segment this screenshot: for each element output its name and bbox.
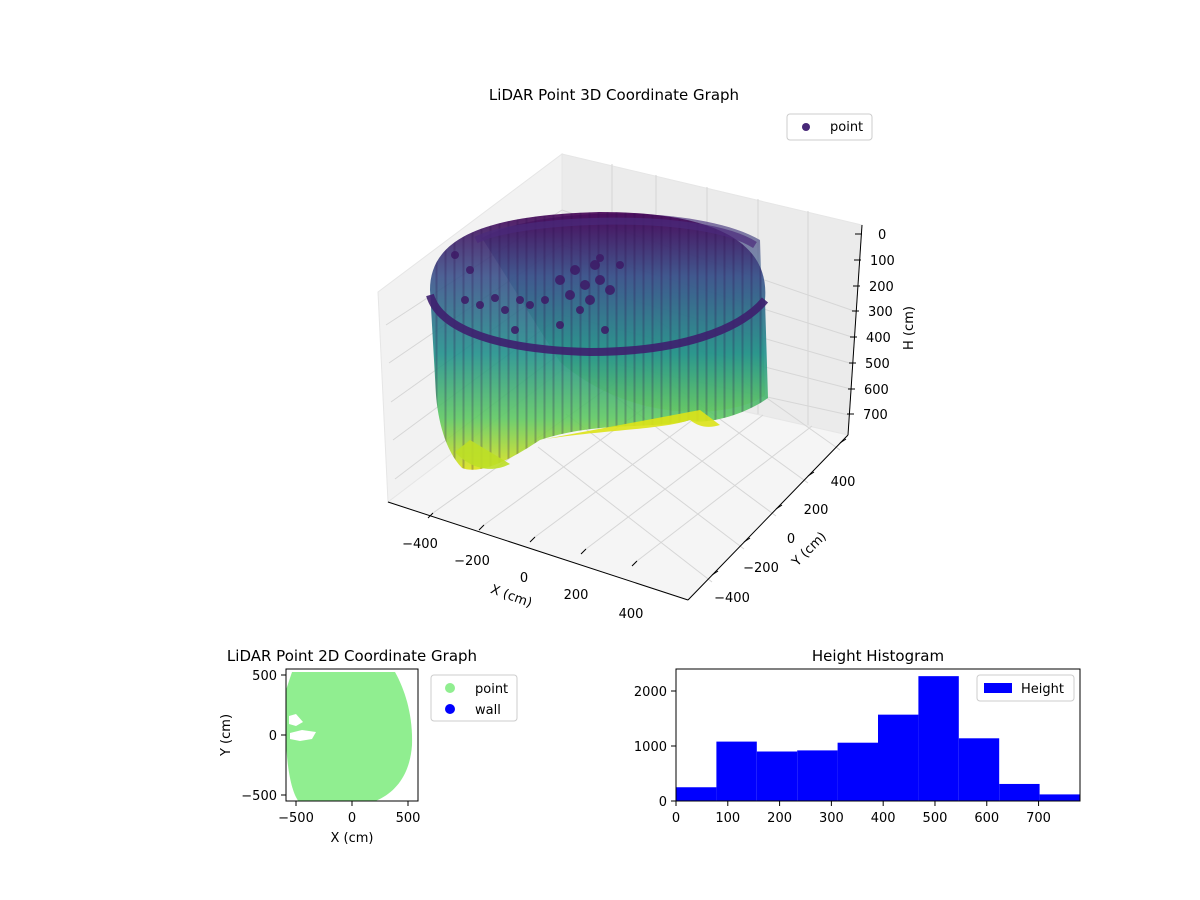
x-tick-label: 400 <box>871 811 896 826</box>
x-tick-labels: −400 −200 0 200 400 <box>402 537 643 622</box>
gap-1 <box>289 714 303 726</box>
legend-hist-label: Height <box>1021 682 1064 697</box>
y-tick-label: 0 <box>659 795 667 810</box>
histogram-bar <box>918 676 959 801</box>
y-tick-label: 2000 <box>634 685 667 700</box>
z-tick-label: 500 <box>865 357 890 372</box>
x-tick-label: 600 <box>974 811 999 826</box>
legend-2d-label: point <box>475 682 508 697</box>
chart-histogram: Height Histogram 0 100 200 300 400 500 600 700 … <box>634 647 1081 826</box>
z-tick-label: 100 <box>870 254 895 269</box>
bottom-yellow <box>540 410 720 440</box>
y-tick-labels: −400 −200 0 200 400 <box>714 475 855 606</box>
x-tick-label: −400 <box>402 537 438 552</box>
legend-2d-label: wall <box>475 703 501 718</box>
top-rim-back <box>474 217 757 248</box>
y-tick-label: −500 <box>241 789 277 804</box>
x-tick-label: −200 <box>454 554 490 569</box>
legend-2d: point wall <box>430 674 518 722</box>
ticks-2d <box>281 674 409 806</box>
histogram-y-ticks: 0 1000 2000 <box>634 685 676 810</box>
x-tick-label: 0 <box>672 811 680 826</box>
z-tick-label: 600 <box>864 383 889 398</box>
legend-3d-marker <box>802 123 810 131</box>
y-tick-label: 400 <box>831 475 856 490</box>
x-ticks <box>427 512 638 567</box>
legend-2d-marker-wall <box>445 704 455 714</box>
histogram-bar <box>797 750 838 801</box>
histogram-bar <box>1039 794 1080 801</box>
histogram-bar <box>878 714 919 801</box>
y-tick-label: 0 <box>787 532 795 547</box>
histogram-bar <box>958 738 1000 801</box>
bottom-yellow-left <box>455 440 510 469</box>
plot-frame-hist <box>675 668 1081 802</box>
histogram-bar <box>716 741 757 801</box>
histogram-bar <box>676 787 717 801</box>
legend-hist-box <box>976 674 1075 702</box>
legend-hist-swatch <box>984 683 1012 693</box>
x-tick-label: 0 <box>520 571 528 586</box>
chart-2d-title: LiDAR Point 2D Coordinate Graph <box>227 647 477 665</box>
histogram-bars <box>676 676 1080 801</box>
point-region <box>286 672 413 801</box>
y-axis-line <box>687 434 849 601</box>
x-tick-label: 0 <box>348 811 356 826</box>
chart-3d: LiDAR Point 3D Coordinate Graph <box>377 86 917 622</box>
z-tick-label: 300 <box>868 305 893 320</box>
tick-labels-2d: −500 0 500 500 0 −500 <box>241 669 420 826</box>
y-tick-label: 200 <box>804 503 829 518</box>
histogram-bar <box>837 742 878 801</box>
y-tick-label: 1000 <box>634 740 667 755</box>
x-tick-label: 500 <box>923 811 948 826</box>
y-tick-label: 0 <box>269 729 277 744</box>
x-tick-label: 200 <box>767 811 792 826</box>
y-tick-label: −400 <box>714 591 750 606</box>
x-tick-label: 500 <box>396 811 421 826</box>
point-cloud <box>426 212 769 470</box>
x-tick-label: 700 <box>1026 811 1051 826</box>
histogram-title: Height Histogram <box>812 647 944 665</box>
z-tick-label: 700 <box>863 408 888 423</box>
interior-cluster <box>451 251 624 334</box>
x-axis-line <box>387 501 689 601</box>
x-tick-label: −500 <box>278 811 314 826</box>
x-tick-label: 400 <box>619 607 644 622</box>
chart-2d: LiDAR Point 2D Coordinate Graph −500 0 5… <box>219 647 518 846</box>
z-ticks <box>847 233 862 415</box>
y-tick-label: −200 <box>743 561 779 576</box>
z-tick-label: 200 <box>869 280 894 295</box>
x-axis-label: X (cm) <box>488 582 534 611</box>
legend-2d-marker-point <box>445 683 455 693</box>
histogram-bar <box>756 751 798 801</box>
x-tick-label: 100 <box>715 811 740 826</box>
x-tick-label: 300 <box>819 811 844 826</box>
chart-3d-title: LiDAR Point 3D Coordinate Graph <box>489 86 739 104</box>
z-tick-label: 400 <box>866 331 891 346</box>
z-axis-label: H (cm) <box>902 306 917 350</box>
legend-3d: point <box>786 113 873 141</box>
histogram-bar <box>999 783 1040 801</box>
top-rim-front <box>426 293 769 357</box>
point-area <box>286 672 413 801</box>
z-tick-label: 0 <box>878 228 886 243</box>
x-axis-label-2d: X (cm) <box>331 831 374 846</box>
x-tick-label: 200 <box>564 588 589 603</box>
legend-3d-box <box>786 113 873 141</box>
y-tick-label: 500 <box>252 669 277 684</box>
column-texture <box>430 212 768 470</box>
legend-3d-label: point <box>830 120 863 135</box>
histogram-x-ticks: 0 100 200 300 400 500 600 700 <box>672 801 1051 826</box>
y-ticks <box>711 438 847 576</box>
y-axis-label-2d: Y (cm) <box>219 714 234 757</box>
z-tick-labels: 0 100 200 300 400 500 600 700 <box>863 228 895 423</box>
legend-hist: Height <box>976 674 1075 702</box>
gap-2 <box>290 730 316 741</box>
